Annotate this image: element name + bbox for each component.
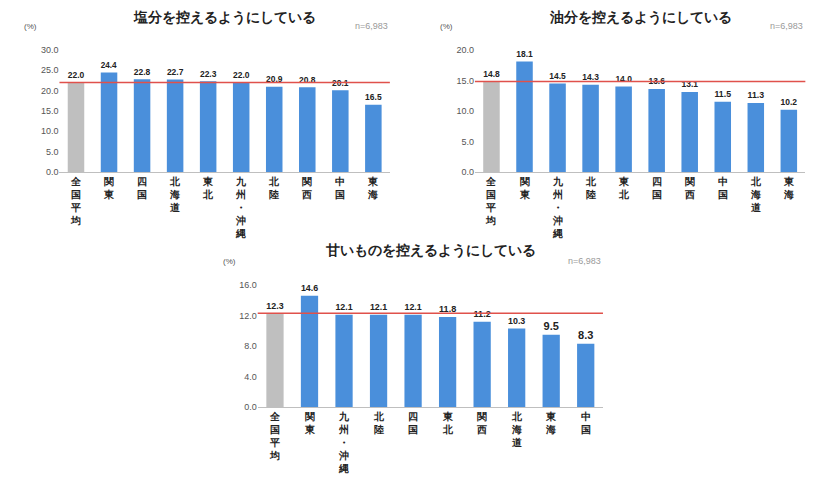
svg-text:14.8: 14.8 xyxy=(483,69,500,79)
svg-text:20.0: 20.0 xyxy=(41,86,59,96)
svg-text:12.1: 12.1 xyxy=(370,302,387,312)
svg-text:14.5: 14.5 xyxy=(549,71,566,81)
svg-text:n=6,983: n=6,983 xyxy=(770,21,803,31)
svg-text:22.3: 22.3 xyxy=(200,69,217,79)
svg-text:11.5: 11.5 xyxy=(715,89,732,99)
svg-text:10.3: 10.3 xyxy=(508,316,525,326)
svg-text:12.0: 12.0 xyxy=(239,311,257,321)
svg-text:22.8: 22.8 xyxy=(134,67,151,77)
svg-text:11.2: 11.2 xyxy=(474,309,491,319)
svg-text:16.5: 16.5 xyxy=(365,92,382,102)
svg-text:20.0: 20.0 xyxy=(456,45,474,55)
svg-text:5.0: 5.0 xyxy=(461,137,474,147)
svg-text:10.2: 10.2 xyxy=(781,97,798,107)
svg-text:13.6: 13.6 xyxy=(648,76,665,86)
svg-text:0.0: 0.0 xyxy=(461,167,474,177)
svg-text:4.0: 4.0 xyxy=(244,372,257,382)
svg-text:0.0: 0.0 xyxy=(244,402,257,412)
svg-text:四国: 四国 xyxy=(652,176,662,200)
svg-text:関東: 関東 xyxy=(103,176,115,200)
svg-text:20.8: 20.8 xyxy=(299,75,316,85)
svg-text:関西: 関西 xyxy=(301,176,312,200)
svg-text:8.0: 8.0 xyxy=(244,341,257,351)
svg-text:中国: 中国 xyxy=(581,411,591,435)
svg-text:(%): (%) xyxy=(223,257,236,266)
svg-text:9.5: 9.5 xyxy=(544,320,559,332)
svg-text:n=6,983: n=6,983 xyxy=(568,256,601,266)
svg-text:関東: 関東 xyxy=(304,411,316,435)
svg-text:関西: 関西 xyxy=(476,411,487,435)
svg-text:5.0: 5.0 xyxy=(46,147,59,157)
svg-text:東北: 東北 xyxy=(618,176,630,200)
svg-text:14.3: 14.3 xyxy=(582,72,599,82)
svg-text:東海: 東海 xyxy=(783,176,795,200)
svg-text:30.0: 30.0 xyxy=(41,45,59,55)
svg-text:15.0: 15.0 xyxy=(41,106,59,116)
svg-text:甘いものを控えるようにしている: 甘いものを控えるようにしている xyxy=(325,242,536,259)
svg-text:8.3: 8.3 xyxy=(578,329,593,341)
svg-text:九州・沖縄: 九州・沖縄 xyxy=(552,176,564,239)
svg-text:12.1: 12.1 xyxy=(335,302,352,312)
svg-text:塩分を控えるようにしている: 塩分を控えるようにしている xyxy=(133,9,316,26)
svg-text:22.0: 22.0 xyxy=(233,70,250,80)
svg-text:13.1: 13.1 xyxy=(681,79,698,89)
svg-text:(%): (%) xyxy=(24,22,37,31)
svg-text:14.6: 14.6 xyxy=(301,283,318,293)
svg-text:0.0: 0.0 xyxy=(46,167,59,177)
svg-text:関東: 関東 xyxy=(519,176,531,200)
svg-text:11.8: 11.8 xyxy=(439,304,456,314)
svg-text:四国: 四国 xyxy=(137,176,147,200)
svg-text:12.3: 12.3 xyxy=(266,301,283,311)
svg-text:25.0: 25.0 xyxy=(41,65,59,75)
svg-text:四国: 四国 xyxy=(408,411,418,435)
svg-text:全国平均: 全国平均 xyxy=(70,176,82,226)
svg-text:中国: 中国 xyxy=(335,176,345,200)
svg-text:北陸: 北陸 xyxy=(268,176,280,200)
svg-text:15.0: 15.0 xyxy=(456,76,474,86)
svg-text:18.1: 18.1 xyxy=(516,49,533,59)
svg-text:12.1: 12.1 xyxy=(404,302,421,312)
svg-text:10.0: 10.0 xyxy=(41,126,59,136)
svg-text:22.0: 22.0 xyxy=(68,70,85,80)
svg-text:九州・沖縄: 九州・沖縄 xyxy=(338,411,350,474)
svg-text:九州・沖縄: 九州・沖縄 xyxy=(235,176,247,239)
svg-text:22.7: 22.7 xyxy=(167,67,184,77)
svg-text:東北: 東北 xyxy=(442,411,454,435)
svg-text:n=6,983: n=6,983 xyxy=(355,21,388,31)
svg-text:(%): (%) xyxy=(440,22,453,31)
svg-text:関西: 関西 xyxy=(684,176,695,200)
svg-text:油分を控えるようにしている: 油分を控えるようにしている xyxy=(549,9,732,26)
svg-text:中国: 中国 xyxy=(718,176,728,200)
svg-text:北海道: 北海道 xyxy=(750,176,762,213)
svg-text:20.9: 20.9 xyxy=(266,74,283,84)
svg-text:16.0: 16.0 xyxy=(239,280,257,290)
svg-text:24.4: 24.4 xyxy=(101,61,117,70)
svg-text:北陸: 北陸 xyxy=(585,176,597,200)
svg-text:11.3: 11.3 xyxy=(748,90,765,100)
svg-text:北海道: 北海道 xyxy=(511,411,523,448)
svg-text:全国平均: 全国平均 xyxy=(485,176,497,226)
svg-text:東北: 東北 xyxy=(202,176,214,200)
svg-text:北陸: 北陸 xyxy=(373,411,385,435)
svg-text:東海: 東海 xyxy=(545,411,557,435)
svg-text:北海道: 北海道 xyxy=(169,176,181,213)
svg-text:東海: 東海 xyxy=(367,176,379,200)
svg-text:14.0: 14.0 xyxy=(615,74,632,84)
svg-text:10.0: 10.0 xyxy=(456,106,474,116)
svg-text:全国平均: 全国平均 xyxy=(269,411,281,461)
svg-text:20.1: 20.1 xyxy=(332,78,349,88)
